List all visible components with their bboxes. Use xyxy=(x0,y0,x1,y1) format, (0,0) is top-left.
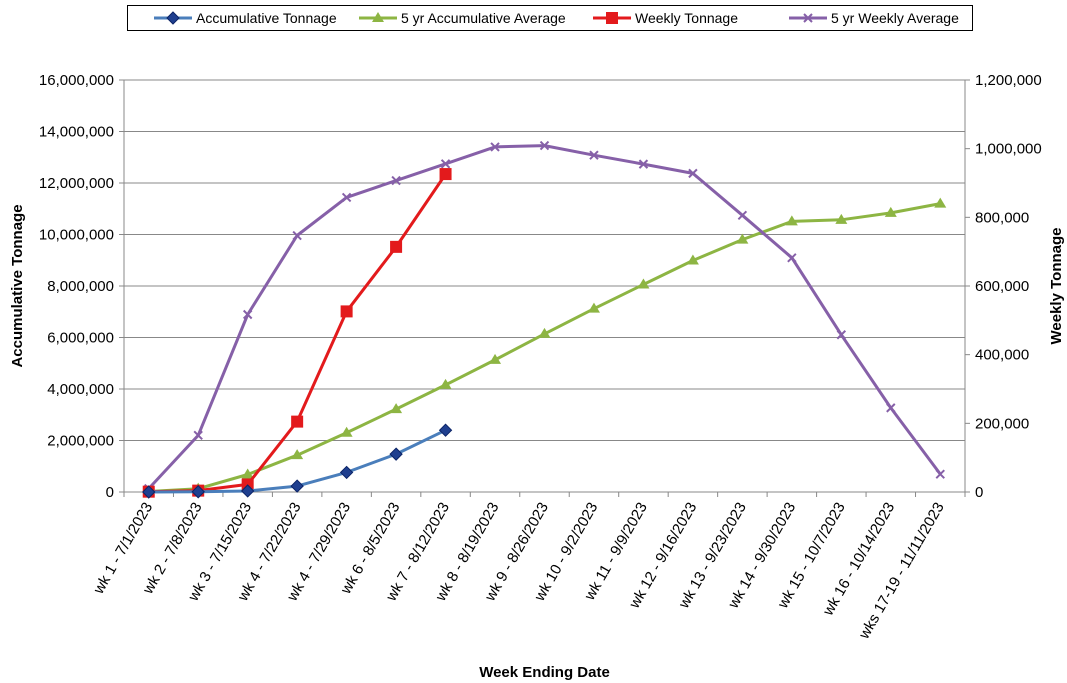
data-point xyxy=(489,353,502,364)
data-point xyxy=(836,330,847,340)
left-tick-label: 10,000,000 xyxy=(39,227,114,244)
data-point xyxy=(439,378,452,389)
data-point xyxy=(587,302,600,313)
left-tick-label: 0 xyxy=(106,484,114,501)
left-tick-label: 14,000,000 xyxy=(39,124,114,141)
data-point xyxy=(390,403,403,414)
right-tick-label: 400,000 xyxy=(975,347,1029,364)
legend-item: 5 yr Accumulative Average xyxy=(359,6,566,30)
legend-swatch xyxy=(154,11,192,25)
left-tick-label: 16,000,000 xyxy=(39,72,114,89)
data-point xyxy=(439,168,452,181)
data-point xyxy=(787,253,797,263)
data-point xyxy=(339,465,354,480)
legend-item: Accumulative Tonnage xyxy=(154,6,337,30)
data-point xyxy=(290,479,304,493)
legend-marker xyxy=(606,12,618,24)
data-point xyxy=(389,447,403,461)
legend-item: 5 yr Weekly Average xyxy=(789,6,959,30)
data-point xyxy=(241,468,254,479)
legend: Accumulative Tonnage 5 yr Accumulative Av… xyxy=(127,5,973,31)
data-point xyxy=(340,305,353,318)
x-tick-label: wks 17-19 - 11/11/2023 xyxy=(855,499,947,642)
legend-marker xyxy=(803,13,813,23)
legend-swatch xyxy=(593,12,631,24)
left-tick-label: 6,000,000 xyxy=(47,330,114,347)
right-axis-title: Weekly Tonnage xyxy=(1048,228,1065,345)
legend-swatch xyxy=(359,12,397,22)
data-point xyxy=(737,210,748,220)
right-tick-label: 1,200,000 xyxy=(975,72,1042,89)
left-tick-label: 8,000,000 xyxy=(47,278,114,295)
data-point xyxy=(638,159,649,169)
data-point xyxy=(884,206,897,217)
legend-marker xyxy=(372,12,384,22)
data-point xyxy=(736,233,749,244)
x-axis-title: Week Ending Date xyxy=(479,664,610,681)
left-tick-label: 4,000,000 xyxy=(47,381,114,398)
data-point xyxy=(191,485,205,499)
right-tick-label: 600,000 xyxy=(975,278,1029,295)
data-point xyxy=(835,213,848,224)
data-point xyxy=(686,254,699,265)
data-point xyxy=(193,430,203,441)
data-point xyxy=(637,278,650,289)
data-point xyxy=(440,159,451,169)
data-point xyxy=(539,140,550,151)
data-point xyxy=(438,423,453,437)
legend-label: Weekly Tonnage xyxy=(635,10,738,26)
data-point xyxy=(291,449,304,460)
data-point xyxy=(292,230,302,241)
right-tick-label: 0 xyxy=(975,484,983,501)
left-tick-label: 2,000,000 xyxy=(47,433,114,450)
data-point xyxy=(785,215,798,226)
data-point xyxy=(142,485,156,499)
right-tick-label: 800,000 xyxy=(975,209,1029,226)
data-point xyxy=(589,150,599,160)
data-point xyxy=(934,197,947,208)
right-tick-label: 200,000 xyxy=(975,415,1029,432)
left-tick-label: 12,000,000 xyxy=(39,175,114,192)
legend-swatch xyxy=(789,13,827,23)
data-point xyxy=(391,175,401,186)
data-point xyxy=(490,142,500,152)
legend-label: 5 yr Accumulative Average xyxy=(401,10,566,26)
legend-marker xyxy=(166,11,180,25)
data-point xyxy=(538,327,551,338)
legend-item: Weekly Tonnage xyxy=(593,6,738,30)
data-point xyxy=(688,168,698,179)
legend-label: Accumulative Tonnage xyxy=(196,10,337,26)
data-point xyxy=(240,484,255,498)
legend-label: 5 yr Weekly Average xyxy=(831,10,959,26)
data-point xyxy=(935,469,945,479)
data-point xyxy=(886,403,896,413)
data-point xyxy=(242,309,253,320)
left-axis-title: Accumulative Tonnage xyxy=(9,204,26,367)
data-point xyxy=(390,240,403,253)
right-tick-label: 1,000,000 xyxy=(975,141,1042,158)
series-line xyxy=(148,173,447,494)
series-line xyxy=(148,202,941,493)
data-point xyxy=(291,415,304,428)
series-line xyxy=(147,144,942,490)
data-point xyxy=(340,426,353,437)
data-point xyxy=(341,192,352,203)
